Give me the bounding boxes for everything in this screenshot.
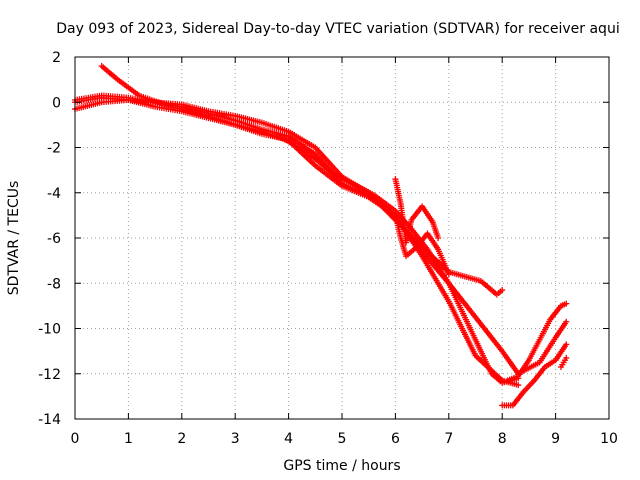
series-track-8 bbox=[504, 300, 570, 384]
x-tick-label: 9 bbox=[551, 431, 560, 447]
x-tick-label: 1 bbox=[124, 431, 133, 447]
x-tick-label: 7 bbox=[444, 431, 453, 447]
y-tick-label: 0 bbox=[52, 95, 61, 111]
series-track-5 bbox=[392, 176, 442, 246]
data-point bbox=[515, 382, 522, 389]
axis-ticks: 0 1 2 3 4 5 6 7 8 9 10 2 0 -2 -4 -6 -8 -10 -12 -14 bbox=[38, 50, 618, 447]
x-tick-label: 6 bbox=[391, 431, 400, 447]
x-tick-label: 0 bbox=[71, 431, 80, 447]
series-track-4 bbox=[98, 63, 570, 377]
data-point bbox=[563, 318, 570, 325]
grid bbox=[75, 57, 609, 419]
y-tick-label: -12 bbox=[38, 367, 61, 383]
series-track-9 bbox=[557, 354, 570, 370]
series-track-7 bbox=[499, 341, 570, 409]
data-point bbox=[563, 341, 570, 348]
data-point bbox=[445, 271, 452, 278]
x-tick-label: 2 bbox=[177, 431, 186, 447]
series-track-6 bbox=[392, 212, 452, 278]
x-tick-label: 5 bbox=[338, 431, 347, 447]
data-point bbox=[563, 354, 570, 361]
data-point bbox=[499, 287, 506, 294]
data-points bbox=[72, 63, 570, 409]
y-tick-label: -4 bbox=[47, 186, 61, 202]
x-tick-label: 3 bbox=[231, 431, 240, 447]
y-tick-label: -14 bbox=[38, 412, 61, 428]
y-tick-label: -6 bbox=[47, 231, 61, 247]
data-point bbox=[435, 235, 442, 241]
y-axis-label: SDTVAR / TECUs bbox=[6, 181, 22, 296]
data-point bbox=[563, 300, 570, 307]
chart-title: Day 093 of 2023, Sidereal Day-to-day VTE… bbox=[56, 21, 619, 37]
y-tick-label: -8 bbox=[47, 276, 61, 292]
x-tick-label: 4 bbox=[284, 431, 293, 447]
x-tick-label: 8 bbox=[498, 431, 507, 447]
y-tick-label: -10 bbox=[38, 322, 61, 338]
x-axis-label: GPS time / hours bbox=[283, 458, 400, 474]
y-tick-label: 2 bbox=[52, 50, 61, 66]
y-tick-label: -2 bbox=[47, 141, 61, 157]
x-tick-label: 10 bbox=[600, 431, 618, 447]
